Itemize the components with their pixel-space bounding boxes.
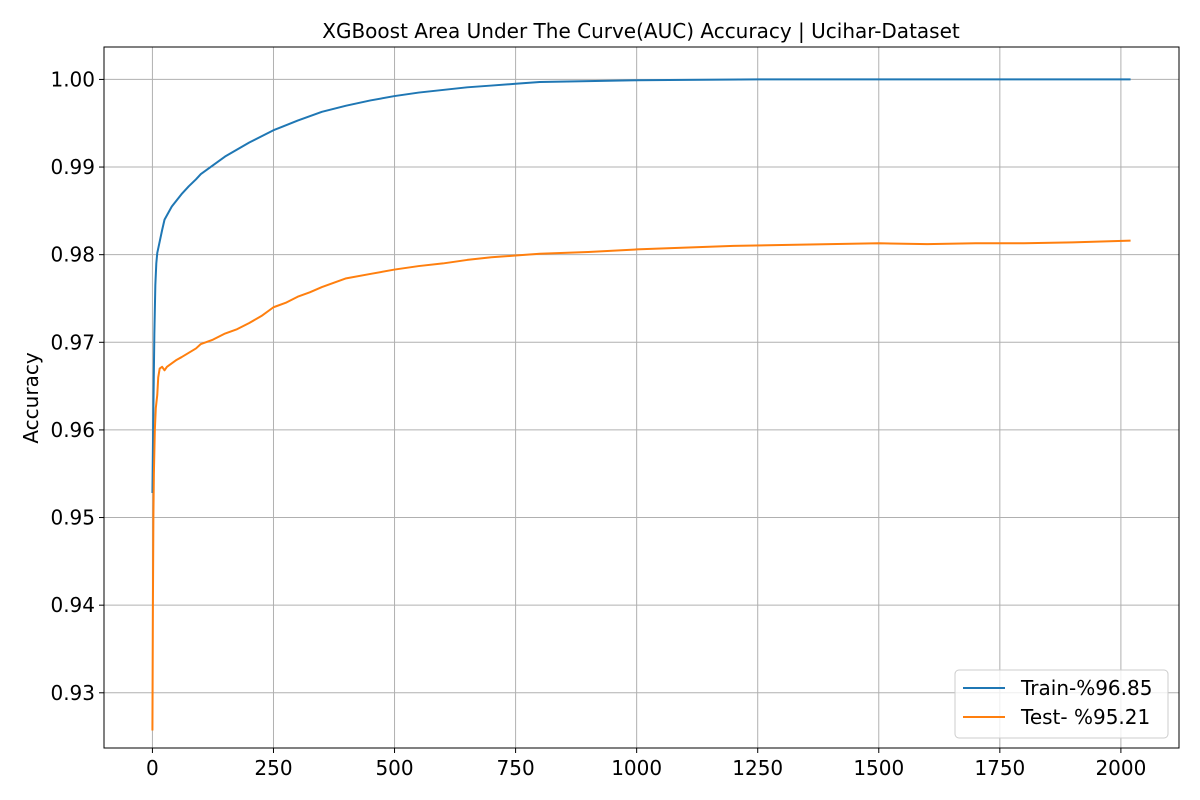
- x-axis-ticks: 0 250 500 750 1000 1250 1500 1750 2000: [146, 748, 1146, 780]
- x-tick-label: 2000: [1095, 756, 1146, 780]
- x-tick-label: 1000: [611, 756, 662, 780]
- x-tick-label: 1250: [732, 756, 783, 780]
- series-layer: [151, 78, 1131, 731]
- chart-title: XGBoost Area Under The Curve(AUC) Accura…: [322, 19, 960, 43]
- x-tick-label: 500: [375, 756, 413, 780]
- y-tick-label: 0.97: [50, 330, 95, 354]
- y-tick-label: 0.98: [50, 243, 95, 267]
- legend-label-train: Train-%96.85: [1020, 676, 1152, 700]
- y-axis-label: Accuracy: [19, 352, 43, 443]
- series-line-train: [151, 78, 1131, 494]
- y-tick-label: 0.93: [50, 681, 95, 705]
- legend-label-test: Test- %95.21: [1020, 705, 1150, 729]
- x-tick-label: 1500: [853, 756, 904, 780]
- legend: Train-%96.85 Test- %95.21: [954, 669, 1169, 739]
- y-tick-label: 1.00: [50, 67, 95, 91]
- series-line-test: [151, 239, 1131, 731]
- y-tick-label: 0.95: [50, 506, 95, 530]
- plot-frame: [103, 46, 1180, 749]
- y-axis-ticks: 0.93 0.94 0.95 0.96 0.97 0.98 0.99 1.00: [50, 67, 104, 705]
- x-tick-label: 750: [497, 756, 535, 780]
- legend-box: [954, 669, 1169, 739]
- y-tick-label: 0.96: [50, 418, 95, 442]
- x-tick-label: 0: [146, 756, 159, 780]
- x-tick-label: 250: [254, 756, 292, 780]
- x-tick-label: 1750: [974, 756, 1025, 780]
- y-tick-label: 0.94: [50, 593, 95, 617]
- y-tick-label: 0.99: [50, 155, 95, 179]
